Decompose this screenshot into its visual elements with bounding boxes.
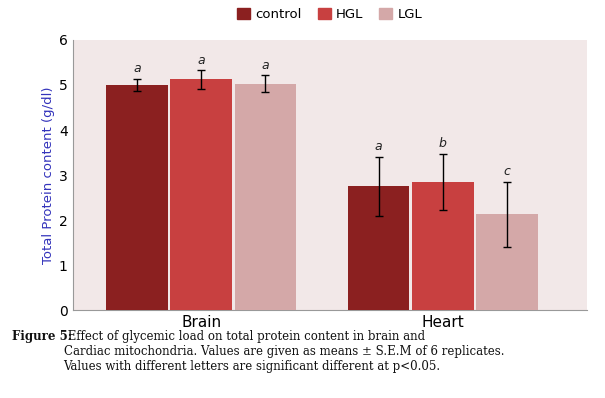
Bar — [348, 186, 410, 310]
Bar — [235, 84, 296, 310]
Text: a: a — [374, 140, 382, 154]
Text: a: a — [261, 59, 269, 72]
Text: a: a — [197, 54, 205, 67]
Text: c: c — [504, 165, 511, 178]
Text: Effect of glycemic load on total protein content in brain and
Cardiac mitochondr: Effect of glycemic load on total protein… — [64, 330, 504, 373]
Text: a: a — [133, 62, 141, 76]
Y-axis label: Total Protein content (g/dl): Total Protein content (g/dl) — [42, 86, 54, 264]
Bar — [171, 80, 232, 310]
Legend: control, HGL, LGL: control, HGL, LGL — [232, 3, 428, 27]
Bar — [412, 182, 474, 310]
Text: b: b — [439, 137, 447, 150]
Bar — [106, 85, 168, 310]
Bar — [476, 215, 538, 310]
Text: Figure 5:: Figure 5: — [12, 330, 72, 343]
